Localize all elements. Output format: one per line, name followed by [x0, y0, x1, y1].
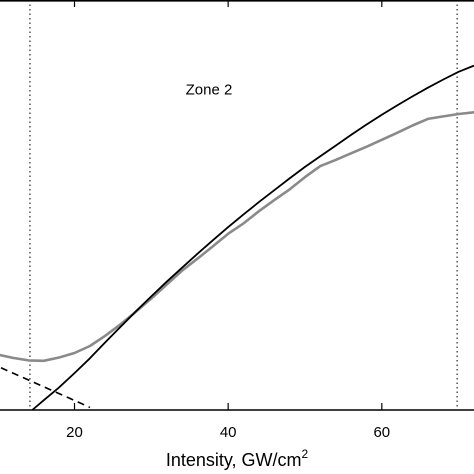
x-tick-label-20: 20 [66, 424, 83, 441]
x-axis-ticks: 20 40 60 [66, 0, 390, 441]
x-axis-label-superscript: 2 [302, 447, 309, 461]
plot-area [0, 0, 474, 411]
x-tick-label-40: 40 [220, 424, 237, 441]
zone-2-annotation: Zone 2 [186, 81, 233, 98]
asymptote-dashed-line [0, 366, 91, 409]
measured-curve [0, 111, 474, 363]
fit-curve [31, 64, 474, 411]
x-axis-label-text: Intensity, GW/cm [166, 450, 302, 470]
x-axis-label: Intensity, GW/cm2 [166, 447, 309, 470]
x-tick-label-60: 60 [373, 424, 390, 441]
